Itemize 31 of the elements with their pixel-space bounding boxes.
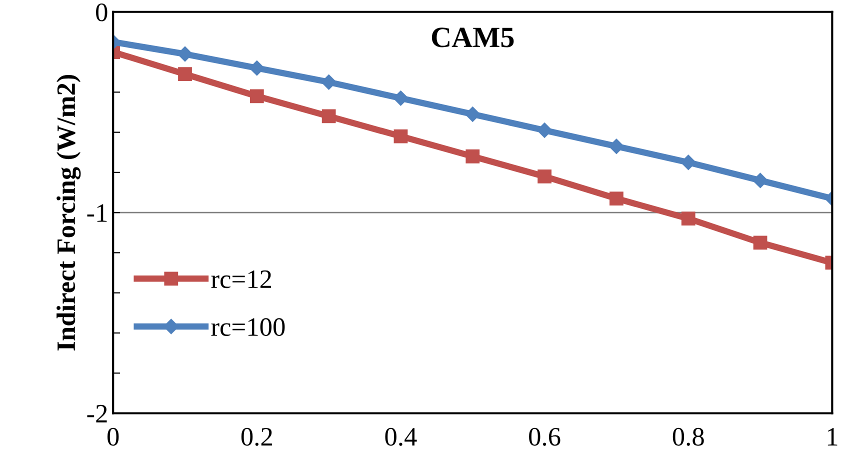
point bbox=[536, 122, 552, 138]
point bbox=[466, 149, 480, 164]
y-tick-label: -1 bbox=[87, 204, 107, 222]
x-tick-label: 0.8 bbox=[672, 428, 704, 446]
point bbox=[178, 67, 192, 82]
x-tick-label: 0.4 bbox=[385, 428, 417, 446]
legend-label: rc=12 bbox=[211, 270, 272, 288]
y-tick-label: 0 bbox=[96, 3, 108, 22]
point bbox=[538, 169, 552, 184]
point bbox=[752, 172, 768, 188]
point bbox=[249, 60, 264, 76]
point bbox=[608, 138, 624, 154]
point bbox=[177, 46, 193, 62]
point bbox=[250, 89, 264, 104]
point bbox=[393, 90, 408, 106]
point bbox=[321, 74, 336, 90]
legend-label: rc=100 bbox=[211, 318, 285, 336]
point bbox=[753, 236, 768, 250]
point bbox=[680, 154, 696, 170]
chart-title: CAM5 bbox=[432, 28, 514, 48]
x-tick-label: 0.2 bbox=[241, 428, 272, 446]
point bbox=[394, 129, 408, 144]
point bbox=[322, 109, 336, 124]
y-tick-label: -2 bbox=[87, 404, 107, 422]
point bbox=[465, 106, 480, 122]
x-tick-label: 0.6 bbox=[529, 428, 560, 446]
x-tick-label: 0 bbox=[108, 428, 119, 446]
x-tick-label: 1 bbox=[828, 428, 838, 446]
y-axis-title: Indirect Forcing (W/m2) bbox=[56, 74, 81, 350]
point bbox=[681, 212, 696, 226]
point bbox=[610, 192, 624, 206]
